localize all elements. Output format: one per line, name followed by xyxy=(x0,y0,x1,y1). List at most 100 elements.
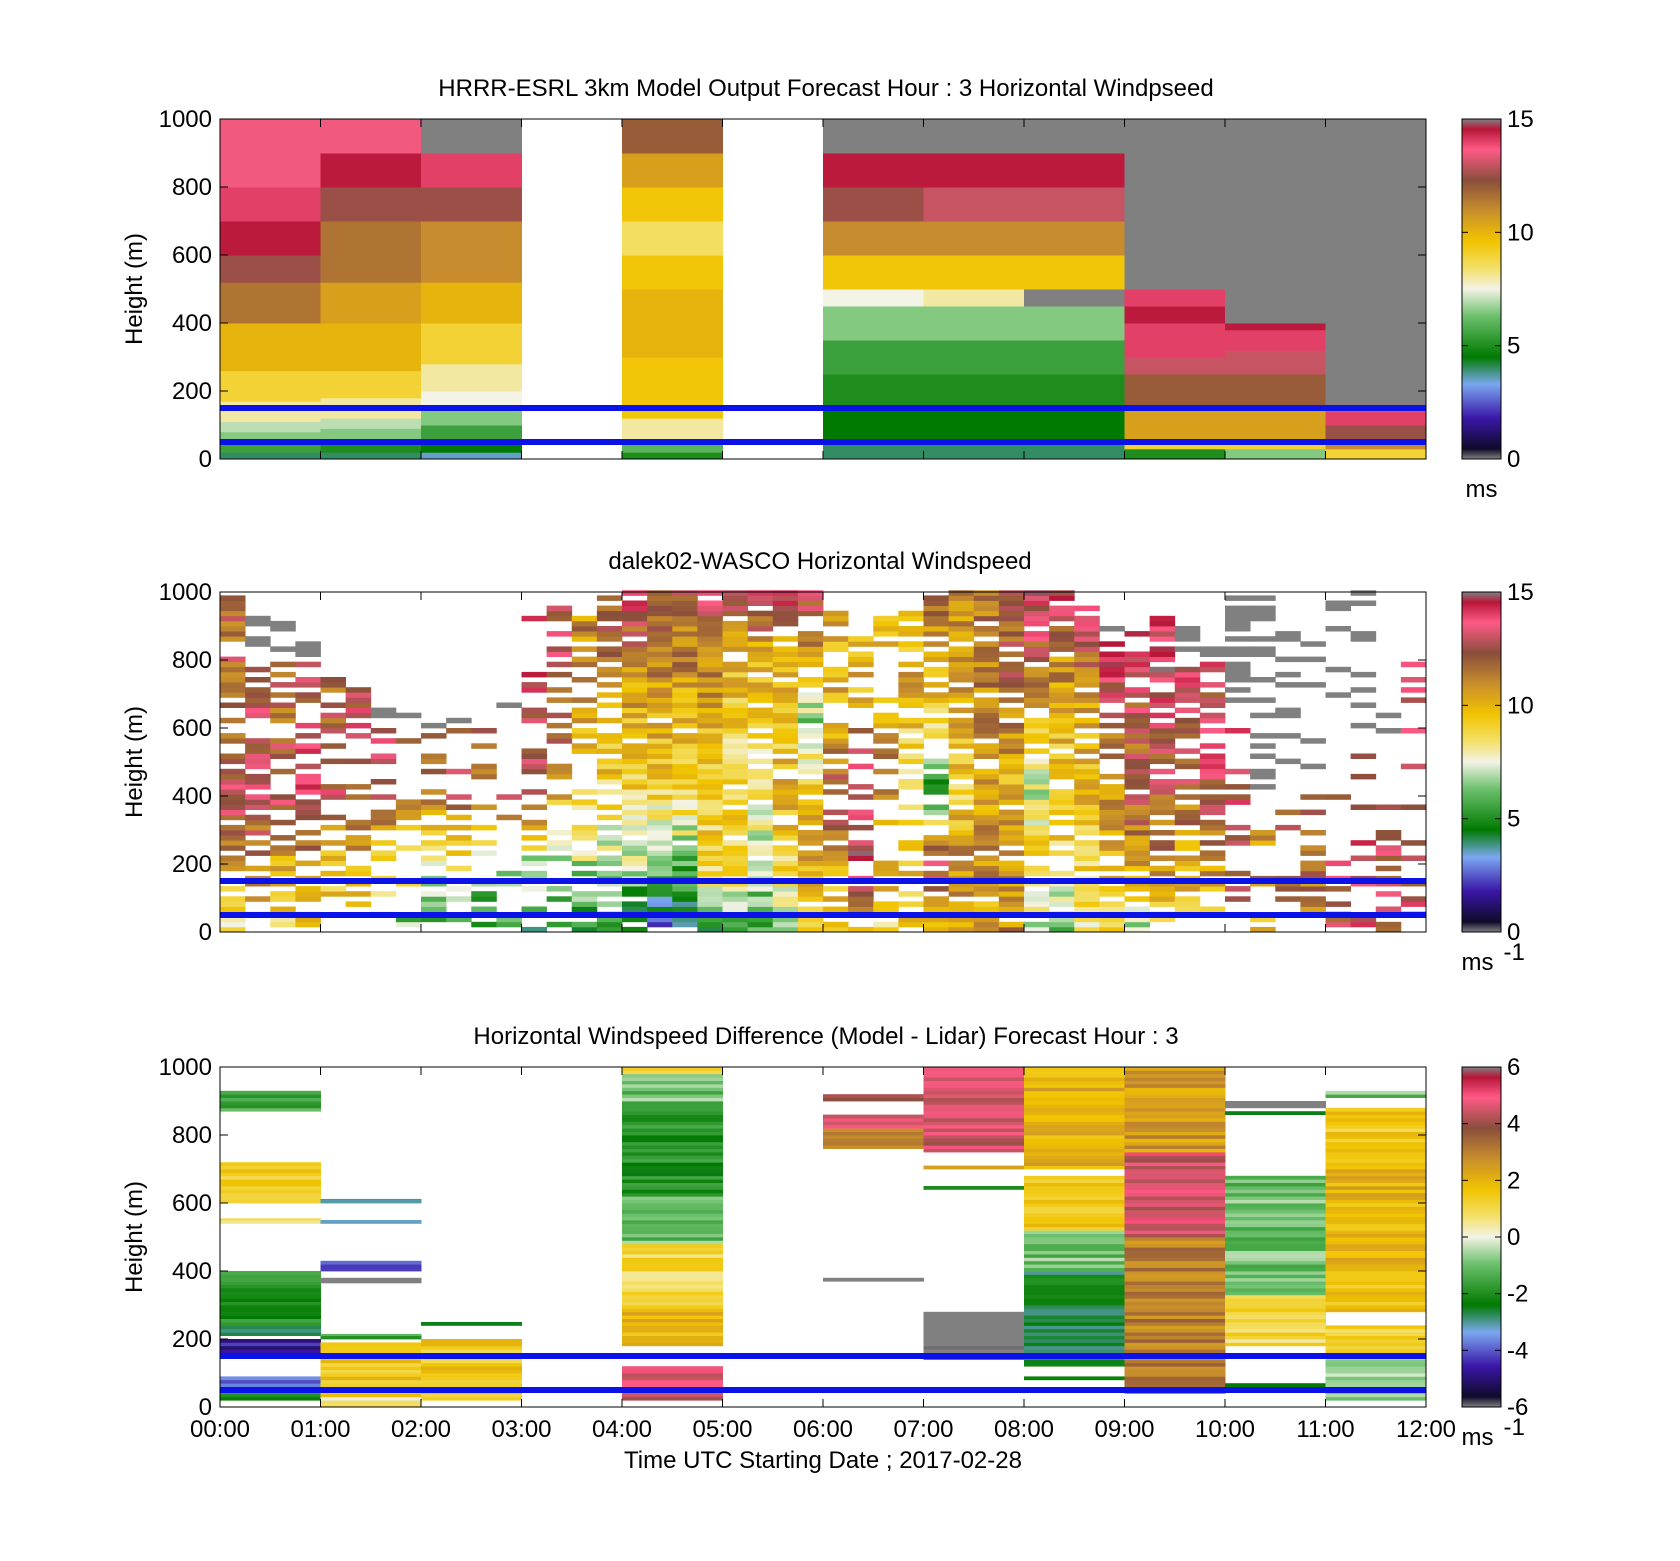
lidar-cell xyxy=(998,590,1025,596)
lidar-cell xyxy=(697,850,723,856)
lidar-cell xyxy=(596,636,623,642)
lidar-cell xyxy=(898,758,924,765)
colorbar-unit-exponent: -1 xyxy=(1504,939,1525,966)
lidar-cell xyxy=(848,886,874,892)
lidar-cell xyxy=(998,651,1025,657)
lidar-cell xyxy=(1074,646,1100,652)
lidar-cell xyxy=(848,906,874,912)
colorbar-gradient xyxy=(1461,591,1502,933)
lidar-cell xyxy=(772,860,799,867)
lidar-cell xyxy=(948,860,975,867)
lidar-cell xyxy=(370,824,397,831)
lidar-cell xyxy=(1174,646,1201,652)
difference-cell xyxy=(1225,1233,1326,1238)
model-cell xyxy=(923,374,1025,409)
lidar-cell xyxy=(923,641,950,647)
difference-cell xyxy=(823,1141,924,1146)
lidar-cell xyxy=(672,733,698,739)
difference-cell xyxy=(1024,1264,1125,1268)
lidar-cell xyxy=(1074,789,1100,795)
lidar-cell xyxy=(848,809,874,816)
lidar-cell xyxy=(973,661,1000,668)
model-cell xyxy=(220,421,321,433)
difference-cell xyxy=(622,1366,723,1370)
difference-cell xyxy=(1325,1169,1427,1173)
difference-cell xyxy=(1024,1094,1125,1098)
difference-cell xyxy=(1024,1155,1125,1160)
lidar-cell xyxy=(923,605,950,612)
difference-cell xyxy=(1225,1277,1326,1282)
lidar-cell xyxy=(295,896,321,902)
colorbar-unit-exponent: -1 xyxy=(1504,1414,1525,1441)
lidar-cell xyxy=(1149,830,1176,836)
lidar-cell xyxy=(797,896,824,902)
lidar-cell xyxy=(270,870,296,877)
difference-cell xyxy=(1024,1148,1125,1153)
lidar-cell xyxy=(697,794,723,800)
lidar-cell xyxy=(697,855,723,861)
lidar-cell xyxy=(772,707,799,714)
lidar-cell xyxy=(345,835,372,841)
lidar-cell xyxy=(1049,641,1075,647)
lidar-cell xyxy=(697,779,723,785)
difference-cell xyxy=(220,1284,321,1289)
lidar-cell xyxy=(320,677,347,683)
lidar-cell xyxy=(973,656,1000,663)
model-cell xyxy=(320,187,422,222)
lidar-cell xyxy=(697,763,723,770)
difference-cell xyxy=(622,1233,723,1238)
lidar-cell xyxy=(421,789,447,795)
model-cell xyxy=(1024,221,1125,256)
lidar-cell xyxy=(1225,886,1251,892)
lidar-cell xyxy=(1149,743,1176,749)
lidar-cell xyxy=(697,789,723,795)
lidar-cell xyxy=(1024,865,1050,872)
lidar-cell xyxy=(1024,702,1050,708)
lidar-cell xyxy=(647,850,673,856)
lidar-cell xyxy=(622,773,648,780)
lidar-cell xyxy=(1099,819,1125,826)
lidar-cell xyxy=(1325,600,1352,606)
lidar-cell xyxy=(596,733,623,739)
difference-cell xyxy=(1024,1281,1125,1285)
lidar-cell xyxy=(1124,835,1151,841)
difference-cell xyxy=(622,1162,723,1166)
lidar-cell xyxy=(1049,687,1075,693)
lidar-cell xyxy=(521,860,548,867)
difference-cell xyxy=(1124,1107,1226,1112)
lidar-cell xyxy=(898,743,924,749)
model-cell xyxy=(1024,187,1125,222)
lidar-cell xyxy=(1024,763,1050,770)
colorbar-tick-label: 0 xyxy=(1507,446,1520,473)
lidar-cell xyxy=(1024,738,1050,744)
model-cell xyxy=(823,289,924,307)
difference-cell xyxy=(220,1271,321,1275)
difference-cell xyxy=(1024,1243,1125,1248)
lidar-cell xyxy=(923,666,950,673)
lidar-cell xyxy=(697,906,723,912)
lidar-cell xyxy=(973,855,1000,861)
lidar-cell xyxy=(471,921,497,928)
lidar-cell xyxy=(345,794,372,800)
lidar-cell xyxy=(722,916,749,923)
lidar-cell xyxy=(1074,641,1100,647)
lidar-cell xyxy=(1199,692,1226,698)
lidar-cell xyxy=(1074,661,1100,668)
difference-cell xyxy=(220,1328,321,1333)
lidar-cell xyxy=(421,824,447,831)
lidar-cell xyxy=(1099,677,1125,683)
lidar-cell xyxy=(697,799,723,805)
difference-cell xyxy=(1024,1240,1125,1245)
difference-cell xyxy=(1225,1206,1326,1211)
lidar-cell xyxy=(521,753,548,759)
lidar-cell xyxy=(622,860,648,867)
difference-cell xyxy=(622,1284,723,1289)
lidar-cell xyxy=(1225,651,1251,657)
lidar-cell xyxy=(722,855,749,861)
model-cell xyxy=(421,391,522,409)
lidar-cell xyxy=(697,646,723,652)
lidar-cell xyxy=(647,835,673,841)
lidar-cell xyxy=(245,804,271,810)
lidar-cell xyxy=(923,896,950,902)
